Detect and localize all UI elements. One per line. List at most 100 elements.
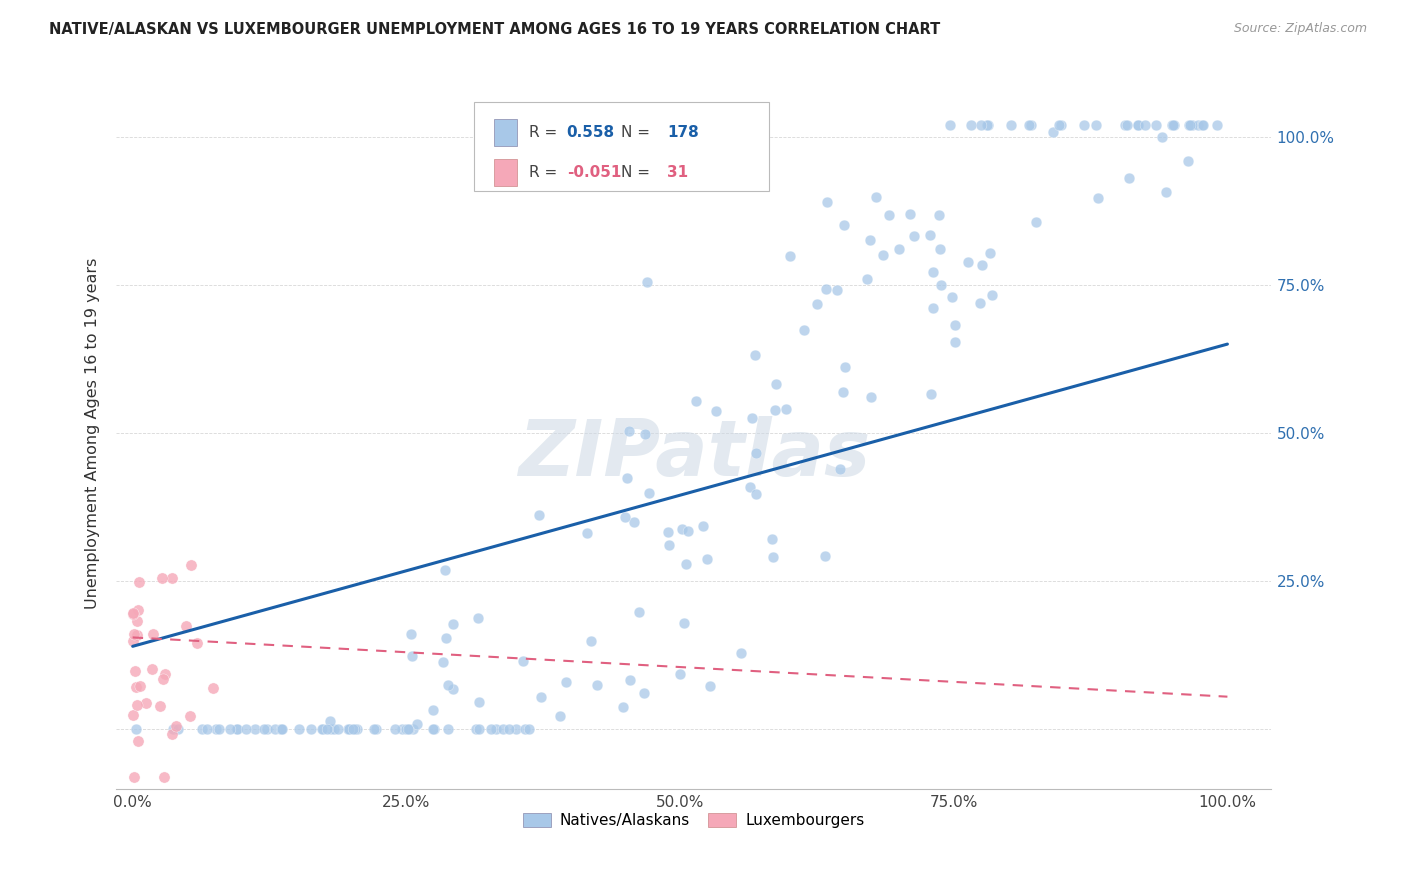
Point bbox=[887, 242, 910, 256]
Point bbox=[135, 696, 157, 710]
Point bbox=[195, 723, 218, 737]
Y-axis label: Unemployment Among Ages 16 to 19 years: Unemployment Among Ages 16 to 19 years bbox=[86, 257, 100, 608]
Point bbox=[815, 194, 838, 209]
Point bbox=[555, 675, 578, 690]
Point bbox=[270, 723, 292, 737]
Point bbox=[468, 723, 491, 737]
Point bbox=[830, 461, 852, 475]
Point bbox=[344, 723, 367, 737]
Point bbox=[396, 723, 419, 737]
Point bbox=[243, 723, 266, 737]
Point bbox=[287, 723, 309, 737]
Point bbox=[1025, 215, 1047, 229]
Point bbox=[235, 723, 257, 737]
FancyBboxPatch shape bbox=[494, 119, 517, 145]
Point bbox=[1126, 118, 1149, 132]
Point bbox=[972, 258, 994, 272]
Point bbox=[1085, 118, 1108, 132]
Point bbox=[761, 532, 783, 546]
Point bbox=[872, 248, 894, 262]
Point bbox=[1133, 118, 1156, 132]
Point bbox=[122, 770, 145, 784]
Point bbox=[166, 723, 188, 737]
Point bbox=[918, 228, 941, 243]
Point bbox=[1018, 118, 1040, 132]
Point bbox=[1181, 118, 1204, 132]
Point bbox=[763, 402, 786, 417]
Point bbox=[636, 275, 658, 289]
Point bbox=[619, 673, 641, 687]
Point bbox=[1205, 118, 1227, 132]
Point bbox=[1128, 118, 1150, 132]
Point bbox=[825, 284, 848, 298]
Point bbox=[530, 690, 553, 704]
FancyBboxPatch shape bbox=[494, 160, 517, 186]
Point bbox=[124, 627, 146, 641]
Point bbox=[704, 404, 727, 418]
Point bbox=[141, 662, 163, 676]
FancyBboxPatch shape bbox=[474, 103, 769, 191]
Point bbox=[1042, 125, 1064, 139]
Text: R =: R = bbox=[529, 125, 562, 139]
Point bbox=[299, 723, 322, 737]
Point bbox=[1177, 153, 1199, 168]
Point bbox=[441, 616, 464, 631]
Point bbox=[1187, 118, 1209, 132]
Point bbox=[775, 401, 797, 416]
Point bbox=[832, 218, 855, 232]
Point bbox=[903, 228, 925, 243]
Point bbox=[943, 335, 966, 350]
Point bbox=[121, 708, 143, 723]
Point bbox=[1180, 118, 1202, 132]
Point bbox=[928, 209, 950, 223]
Point bbox=[437, 723, 460, 737]
Point bbox=[125, 723, 148, 737]
Point bbox=[970, 118, 993, 132]
Text: -0.051: -0.051 bbox=[567, 165, 621, 180]
Point bbox=[1049, 118, 1071, 132]
Point bbox=[150, 571, 173, 585]
Point bbox=[1178, 118, 1201, 132]
Point bbox=[675, 557, 697, 571]
Point bbox=[922, 301, 945, 316]
Point bbox=[498, 723, 520, 737]
Text: Source: ZipAtlas.com: Source: ZipAtlas.com bbox=[1233, 22, 1367, 36]
Point bbox=[960, 118, 983, 132]
Point bbox=[1087, 191, 1109, 205]
Point bbox=[384, 723, 406, 737]
Point bbox=[692, 519, 714, 533]
Point bbox=[128, 575, 150, 590]
Point bbox=[740, 479, 762, 493]
Point bbox=[1163, 118, 1185, 132]
Point bbox=[685, 394, 707, 409]
Point bbox=[326, 723, 349, 737]
Point bbox=[922, 265, 945, 279]
Point bbox=[943, 318, 966, 333]
Point bbox=[517, 723, 540, 737]
Point bbox=[402, 723, 425, 737]
Point bbox=[366, 723, 388, 737]
Point bbox=[124, 665, 146, 679]
Point bbox=[657, 524, 679, 539]
Point bbox=[696, 552, 718, 566]
Point bbox=[512, 654, 534, 668]
Point bbox=[586, 678, 609, 692]
Point bbox=[617, 424, 640, 438]
Point bbox=[744, 347, 766, 361]
Point bbox=[342, 723, 364, 737]
Point bbox=[741, 410, 763, 425]
Point bbox=[208, 723, 231, 737]
Point bbox=[337, 723, 360, 737]
Point bbox=[316, 723, 339, 737]
Point bbox=[765, 377, 787, 392]
Point bbox=[633, 686, 655, 700]
Point bbox=[363, 723, 385, 737]
Point bbox=[929, 277, 952, 292]
Point bbox=[149, 698, 172, 713]
Point bbox=[160, 727, 183, 741]
Point bbox=[1152, 130, 1174, 145]
Point bbox=[398, 723, 420, 737]
Point bbox=[256, 723, 278, 737]
Point bbox=[834, 359, 856, 374]
Point bbox=[1073, 118, 1095, 132]
